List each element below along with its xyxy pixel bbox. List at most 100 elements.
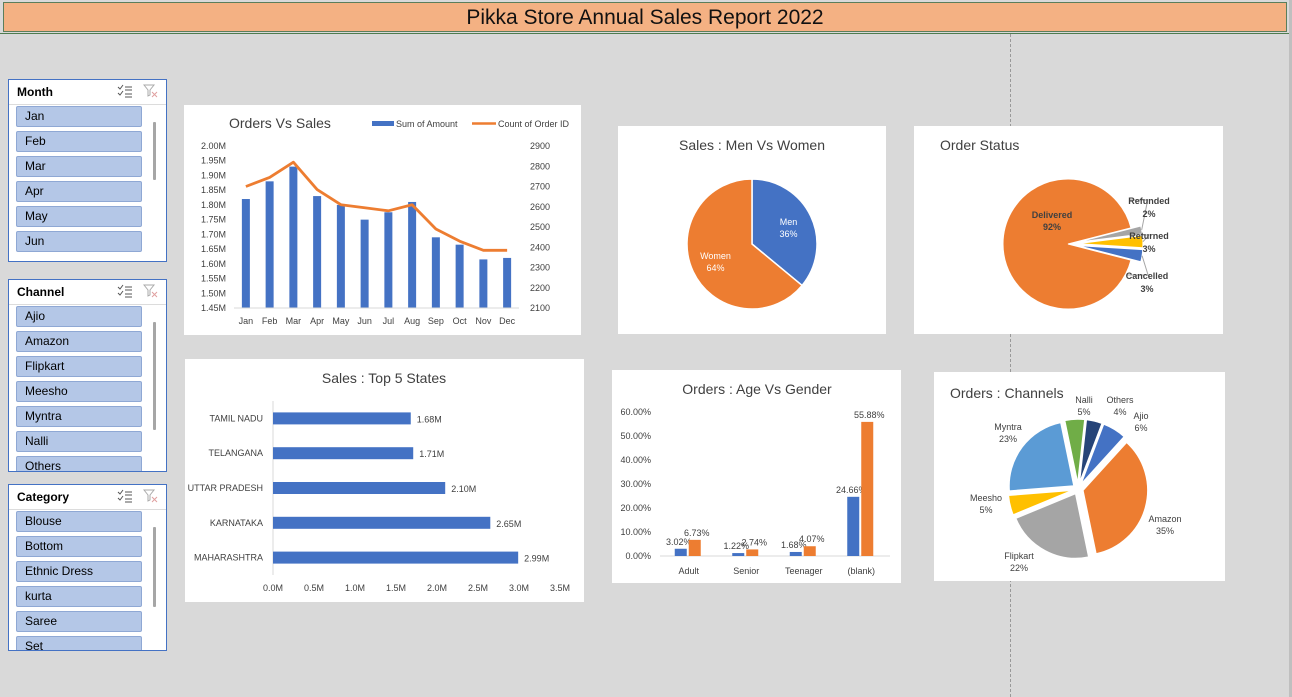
y-axis-tick: 50.00% bbox=[620, 431, 651, 441]
bar-sum-of-amount-mar bbox=[289, 166, 298, 308]
x-axis-tick: Apr bbox=[310, 316, 324, 326]
x-axis-tick: Dec bbox=[499, 316, 516, 326]
category-label-tamil-nadu: TAMIL NADU bbox=[209, 413, 263, 423]
line-count-of-order-id bbox=[245, 160, 508, 252]
chart-title: Orders : Age Vs Gender bbox=[682, 381, 832, 397]
value-label-senior-series-2: 2.74% bbox=[741, 537, 767, 547]
slicer-item-nalli[interactable]: Nalli bbox=[16, 431, 142, 452]
slicer-item-jun[interactable]: Jun bbox=[16, 231, 142, 252]
pie-slice-nalli bbox=[1063, 418, 1086, 485]
slicer-item-ethnic-dress[interactable]: Ethnic Dress bbox=[16, 561, 142, 582]
age-vs-gender-chart[interactable]: Orders : Age Vs Gender 0.00% 10.00% 20.00% 3… bbox=[612, 370, 901, 583]
pie-slice-meesho bbox=[1007, 489, 1074, 517]
x-axis-tick: Aug bbox=[404, 316, 420, 326]
y-axis-tick: 10.00% bbox=[620, 527, 651, 537]
y-axis-tick: 60.00% bbox=[620, 407, 651, 417]
slice-value-nalli: 5% bbox=[1077, 407, 1090, 417]
slicer-item-mar[interactable]: Mar bbox=[16, 156, 142, 177]
slicer-item-meesho[interactable]: Meesho bbox=[16, 381, 142, 402]
slicer-item-may[interactable]: May bbox=[16, 206, 142, 227]
bar-sum-of-amount-jul bbox=[384, 212, 393, 308]
clear-filter-icon[interactable] bbox=[143, 284, 159, 298]
slice-label-refunded: Refunded bbox=[1128, 196, 1170, 206]
slicer-header: Month bbox=[9, 80, 166, 105]
clear-filter-icon[interactable] bbox=[143, 84, 159, 98]
pie-slice-refunded bbox=[1077, 225, 1143, 243]
x-axis-tick: 1.0M bbox=[345, 583, 365, 593]
slicer-scrollbar[interactable] bbox=[153, 322, 156, 430]
category-slicer[interactable]: Category Blouse Bottom Ethnic Dress kurt… bbox=[8, 484, 167, 651]
slicer-item-kurta[interactable]: kurta bbox=[16, 586, 142, 607]
slice-value-delivered: 92% bbox=[1043, 222, 1061, 232]
x-axis-tick: 2.5M bbox=[468, 583, 488, 593]
x-axis-tick: Jul bbox=[383, 316, 395, 326]
x-axis-tick: Nov bbox=[475, 316, 492, 326]
chart-title: Orders : Channels bbox=[950, 385, 1064, 401]
multi-select-icon[interactable] bbox=[117, 84, 133, 98]
x-axis-tick: Feb bbox=[262, 316, 278, 326]
sheet-scroll-edge bbox=[1289, 0, 1292, 697]
slicer-item-others[interactable]: Others bbox=[16, 456, 142, 471]
bar-sum-of-amount-sep bbox=[431, 237, 440, 308]
slice-label-myntra: Myntra bbox=[994, 422, 1022, 432]
slice-label-returned: Returned bbox=[1129, 231, 1169, 241]
value-label-adult-series-1: 3.02% bbox=[666, 537, 692, 547]
slicer-item-flipkart[interactable]: Flipkart bbox=[16, 356, 142, 377]
slice-value-women: 64% bbox=[707, 263, 725, 273]
value-label-uttar-pradesh: 2.10M bbox=[451, 484, 476, 494]
slicer-item-ajio[interactable]: Ajio bbox=[16, 306, 142, 327]
value-label-teenager-series-2: 4.07% bbox=[799, 534, 825, 544]
slicer-item-saree[interactable]: Saree bbox=[16, 611, 142, 632]
chart-title: Order Status bbox=[940, 137, 1019, 153]
leader-line-cancelled bbox=[1127, 255, 1149, 276]
slice-value-cancelled: 3% bbox=[1140, 284, 1153, 294]
slice-value-meesho: 5% bbox=[979, 505, 992, 515]
slicer-scrollbar[interactable] bbox=[153, 527, 156, 607]
bar-blank-series-2 bbox=[861, 421, 874, 556]
orders-vs-sales-chart[interactable]: Orders Vs Sales Sum of Amount Count of Ord… bbox=[184, 105, 581, 335]
top-states-chart[interactable]: Sales : Top 5 States TAMIL NADU 1.68M TELAN… bbox=[185, 359, 584, 602]
slice-label-ajio: Ajio bbox=[1133, 411, 1148, 421]
page-break-line bbox=[1010, 34, 1011, 697]
slice-label-flipkart: Flipkart bbox=[1004, 551, 1034, 561]
pie-slice-others bbox=[1078, 418, 1104, 485]
category-label-maharashtra: MAHARASHTRA bbox=[194, 553, 263, 563]
header-divider bbox=[0, 33, 1292, 34]
slicer-item-bottom[interactable]: Bottom bbox=[16, 536, 142, 557]
bar-sum-of-amount-may bbox=[336, 204, 345, 308]
clear-filter-icon[interactable] bbox=[143, 489, 159, 503]
bar-karnataka bbox=[273, 516, 491, 529]
slicer-item-set[interactable]: Set bbox=[16, 636, 142, 650]
men-vs-women-chart[interactable]: Sales : Men Vs Women Men 36% Women 64% bbox=[618, 126, 886, 334]
left-axis-tick: 1.50M bbox=[201, 288, 226, 298]
x-axis-tick: Adult bbox=[678, 566, 699, 576]
channel-slicer[interactable]: Channel Ajio Amazon Flipkart Meesho Mynt… bbox=[8, 279, 167, 472]
chart-title: Sales : Top 5 States bbox=[322, 370, 446, 386]
multi-select-icon[interactable] bbox=[117, 284, 133, 298]
slicer-item-blouse[interactable]: Blouse bbox=[16, 511, 142, 532]
orders-vs-sales-svg: Orders Vs Sales Sum of Amount Count of Ord… bbox=[201, 115, 570, 326]
left-axis-tick: 1.70M bbox=[201, 229, 226, 239]
slicer-scrollbar[interactable] bbox=[153, 122, 156, 180]
left-axis-tick: 1.45M bbox=[201, 303, 226, 313]
slicer-item-apr[interactable]: Apr bbox=[16, 181, 142, 202]
month-slicer[interactable]: Month Jan Feb Mar Apr May Jun bbox=[8, 79, 167, 262]
right-axis-tick: 2500 bbox=[530, 222, 550, 232]
bar-sum-of-amount-aug bbox=[408, 201, 417, 308]
slicer-item-feb[interactable]: Feb bbox=[16, 131, 142, 152]
slice-label-delivered: Delivered bbox=[1032, 210, 1073, 220]
slicer-item-myntra[interactable]: Myntra bbox=[16, 406, 142, 427]
value-label-adult-series-2: 6.73% bbox=[684, 528, 710, 538]
channels-chart[interactable]: Orders : Channels Amazon 35% Flipkart 22% Mee… bbox=[934, 372, 1225, 581]
right-axis-tick: 2200 bbox=[530, 283, 550, 293]
x-axis-tick: (blank) bbox=[847, 566, 875, 576]
value-label-blank-series-2: 55.88% bbox=[854, 410, 885, 420]
x-axis-tick: Jun bbox=[357, 316, 372, 326]
slicer-title: Category bbox=[17, 490, 70, 504]
multi-select-icon[interactable] bbox=[117, 489, 133, 503]
men-vs-women-svg: Sales : Men Vs Women Men 36% Women 64% bbox=[679, 137, 825, 310]
y-axis-tick: 30.00% bbox=[620, 479, 651, 489]
order-status-chart[interactable]: Order Status Delivered 92% Refunded 2% Return… bbox=[914, 126, 1223, 334]
slicer-item-amazon[interactable]: Amazon bbox=[16, 331, 142, 352]
slicer-item-jan[interactable]: Jan bbox=[16, 106, 142, 127]
